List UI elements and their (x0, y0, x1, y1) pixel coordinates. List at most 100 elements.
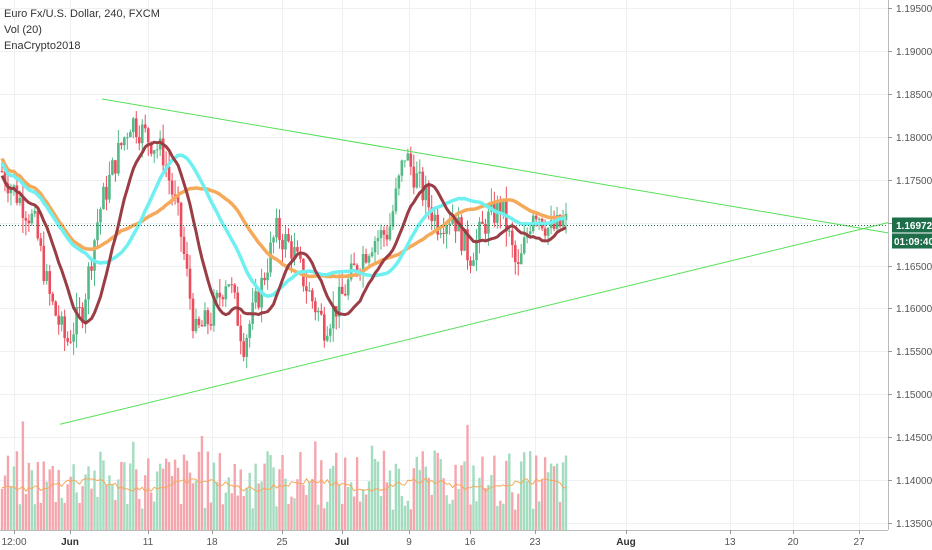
last-price-tag (892, 217, 932, 233)
countdown-label: 01:09:40 (894, 237, 932, 248)
time-tick-label: 9 (406, 537, 412, 548)
volume-bar (141, 508, 144, 530)
volume-bar (170, 476, 174, 530)
candle-body (42, 245, 46, 281)
candle-body (328, 328, 332, 336)
ma-orange-line (0, 157, 567, 279)
volume-bar (263, 463, 266, 530)
volume-bar (412, 468, 416, 530)
price-axis[interactable]: 1.195001.190001.185001.180001.175001.170… (888, 0, 932, 550)
candle-body (367, 256, 371, 263)
indicator-enacrypto[interactable]: EnaCrypto2018 (4, 40, 81, 52)
indicator-volume[interactable]: Vol (20) (4, 24, 42, 36)
volume-bar (3, 475, 7, 530)
volume-bar (167, 462, 171, 530)
volume-bar (15, 451, 19, 530)
volume-bar (534, 455, 538, 530)
volume-bar (546, 472, 550, 530)
candle-body (552, 220, 556, 229)
symbol-title[interactable]: Euro Fx/U.S. Dollar, 240, FXCM (4, 8, 160, 20)
volume-bar (302, 484, 305, 530)
volume-bar (248, 472, 251, 530)
volume-bar (349, 482, 353, 530)
volume-bar (132, 441, 135, 530)
candle-body (129, 132, 132, 138)
volume-bar (487, 484, 490, 530)
volume-bar (30, 470, 34, 530)
volume-bar (215, 481, 219, 530)
volume-bar (460, 465, 463, 530)
volume-bar (311, 478, 314, 530)
volume-bar (24, 494, 28, 530)
candle-body (78, 307, 81, 309)
volume-bar (54, 501, 57, 530)
volume-bar (36, 462, 40, 530)
volume-bar (251, 508, 254, 530)
volume-bar (526, 480, 529, 530)
candle-body (388, 226, 392, 240)
candle-body (508, 230, 511, 232)
candle-body (209, 324, 213, 326)
candle-body (90, 266, 93, 271)
candle-body (400, 160, 404, 176)
candle-body (149, 142, 153, 154)
candle-body (510, 230, 514, 246)
candle-body (132, 118, 135, 133)
candle-body (463, 229, 466, 251)
candle-body (436, 214, 439, 235)
candle-body (382, 230, 386, 235)
candle-body (123, 137, 126, 146)
volume-bar (493, 455, 496, 530)
candle-body (57, 315, 60, 325)
volume-bar (472, 465, 475, 530)
volume-bar (451, 499, 454, 530)
candle-body (263, 277, 266, 281)
volume-bar (340, 503, 344, 530)
volume-bar (346, 487, 350, 530)
volume-bar (114, 499, 117, 530)
triangle-trendlines[interactable] (59, 98, 889, 425)
volume-bar (176, 467, 180, 530)
candle-body (424, 186, 428, 201)
candle-body (397, 175, 401, 189)
candle-body (403, 160, 407, 162)
volume-bar (457, 488, 460, 530)
candle-body (108, 174, 111, 200)
moving-averages (0, 140, 567, 325)
candle-body (394, 188, 398, 212)
volume-bar (528, 451, 532, 530)
candle-body (200, 325, 204, 327)
volume-bar (155, 471, 159, 530)
volume-bar (469, 504, 472, 530)
candle-body (355, 265, 359, 273)
candle-body (39, 238, 43, 246)
volume-bar (475, 501, 478, 530)
volume-bar (320, 460, 323, 530)
volume-bar (18, 504, 22, 530)
candle-body (308, 290, 311, 292)
volume-bar (317, 504, 320, 530)
volume-bar (326, 501, 329, 530)
time-axis[interactable]: 12:00 Jun 11 18 25 Jul 9 16 23 Aug 13 20 27 (0, 530, 888, 548)
volume-bar (42, 461, 45, 530)
candle-body (140, 124, 144, 144)
candle-body (203, 310, 207, 327)
candle-body (155, 149, 159, 151)
chart-legend: Euro Fx/U.S. Dollar, 240, FXCM Vol (20) … (4, 6, 160, 54)
volume-bar (203, 507, 207, 530)
volume-bar (367, 481, 371, 530)
volume-bar (75, 492, 78, 530)
candle-body (36, 210, 40, 239)
candle-body (117, 143, 120, 174)
price-tick-label: 1.17500 (896, 176, 932, 187)
candle-body (185, 253, 189, 269)
candle-body (322, 314, 326, 341)
price-tick-label: 1.19500 (896, 4, 932, 15)
candle-body (528, 231, 532, 235)
volume-bar (502, 503, 505, 530)
volume-bar (39, 502, 42, 530)
volume-bar (158, 463, 162, 530)
volume-bar (99, 451, 102, 530)
candle-body (170, 180, 174, 195)
